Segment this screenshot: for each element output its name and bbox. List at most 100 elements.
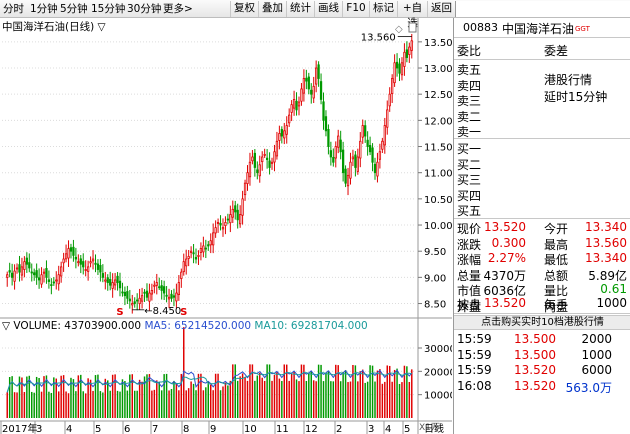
- stat-label: 最低: [544, 253, 569, 267]
- candle-body: [315, 67, 318, 85]
- stat-value: 5.89亿: [588, 268, 627, 283]
- mark-button[interactable]: 标记: [369, 1, 397, 17]
- stat-value: 0.300: [491, 235, 526, 250]
- price-tick-label: 10.00: [424, 221, 452, 232]
- delay-notice-line2: 延时15分钟: [544, 90, 608, 104]
- candle-body: [364, 125, 367, 137]
- volume-bar: [116, 390, 119, 418]
- volume-bar: [369, 365, 371, 418]
- candle-body: [280, 129, 283, 137]
- candle-body: [341, 149, 345, 174]
- tab-1min[interactable]: 1分钟: [30, 3, 58, 15]
- volume-bar: [141, 381, 143, 418]
- candle-body: [251, 156, 254, 162]
- candle-body: [368, 144, 372, 153]
- volume-bar: [214, 373, 217, 418]
- tab-more[interactable]: 更多>: [163, 3, 193, 15]
- toggle-panel-icon[interactable]: [408, 22, 417, 33]
- volume-bar: [109, 390, 111, 418]
- volume-bar: [187, 388, 190, 418]
- volume-bar: [126, 390, 129, 418]
- s-signal-mark[interactable]: S: [180, 307, 187, 318]
- buy-level-label: 买三: [457, 173, 482, 187]
- kline-chart[interactable]: 13.50 13.00 12.50 12.00 11.50 11.00 10.50 10.00…: [0, 18, 452, 434]
- s-signal-mark[interactable]: S: [116, 307, 123, 318]
- volume-bar: [195, 390, 197, 418]
- candle-body: [226, 218, 230, 221]
- volume-bar: [80, 374, 82, 418]
- stock-header: 00883 中国海洋石油 GGT: [454, 18, 630, 38]
- volume-bar: [114, 374, 116, 418]
- candle-body: [180, 271, 183, 279]
- adjust-button[interactable]: 复权: [230, 1, 258, 17]
- candle-body: [212, 232, 215, 246]
- candle-body: [307, 76, 310, 90]
- volume-bar: [236, 380, 239, 418]
- volume-bar: [354, 365, 357, 418]
- candle-body: [140, 295, 144, 302]
- statistics-button[interactable]: 统计: [286, 1, 314, 17]
- chart-title-toggle-icon[interactable]: ▽: [97, 21, 106, 33]
- tab-30min[interactable]: 30分钟: [127, 3, 162, 15]
- volume-bar: [411, 369, 413, 418]
- buy-level-label: 买一: [457, 142, 482, 156]
- volume-bar: [347, 382, 349, 418]
- tab-15min[interactable]: 15分钟: [91, 3, 126, 15]
- back-button[interactable]: 返回: [427, 1, 455, 17]
- candle-body: [295, 100, 298, 111]
- volume-bar: [178, 390, 180, 418]
- volume-bar: [312, 380, 315, 418]
- candle-body: [30, 271, 33, 274]
- candle-body: [275, 140, 279, 157]
- diamond-icon[interactable]: ◇: [395, 24, 403, 35]
- tab-intraday[interactable]: 分时: [3, 3, 24, 15]
- volume-bar: [403, 365, 406, 418]
- volume-bar: [315, 381, 317, 418]
- candle-body: [138, 297, 141, 304]
- volume-bar: [305, 380, 308, 418]
- candle-body: [82, 261, 85, 268]
- tab-5min[interactable]: 5分钟: [60, 3, 88, 15]
- volume-bar: [241, 373, 244, 418]
- volume-bar: [273, 374, 276, 418]
- volume-bar: [212, 390, 214, 418]
- candle-body: [13, 270, 16, 282]
- buy-realtime-button[interactable]: 点击购买实时10档港股行情: [454, 315, 630, 330]
- candle-body: [101, 273, 104, 278]
- volume-bar: [229, 380, 232, 418]
- candle-body: [118, 280, 122, 289]
- candle-body: [177, 282, 180, 296]
- candle-body: [248, 161, 252, 178]
- volume-toggle-icon[interactable]: ▽: [2, 320, 11, 332]
- volume-bar: [92, 390, 94, 418]
- candle-body: [344, 168, 347, 184]
- candle-body: [33, 272, 36, 276]
- f10-button[interactable]: F10: [342, 1, 369, 17]
- volume-bar: [379, 369, 381, 418]
- candle-body: [395, 61, 399, 69]
- candle-body: [145, 290, 149, 298]
- x-axis-label: 11: [276, 424, 289, 434]
- buy-level-label: 买四: [457, 188, 482, 203]
- stat-label: 外盘: [457, 299, 482, 314]
- volume-bar: [259, 372, 261, 418]
- candle-body: [128, 298, 131, 302]
- x-axis-label: 10: [244, 424, 257, 434]
- volume-bar: [391, 381, 393, 418]
- volume-bar: [251, 364, 254, 418]
- candle-body: [383, 125, 386, 146]
- volume-bar: [82, 391, 84, 418]
- volume-bar: [57, 391, 60, 418]
- draw-line-button[interactable]: 画线: [314, 1, 342, 17]
- volume-bar: [18, 376, 21, 418]
- candle-body: [189, 250, 193, 253]
- stat-label: 市值: [457, 284, 482, 298]
- add-watchlist-button[interactable]: +自选: [397, 1, 427, 29]
- candle-body: [167, 296, 171, 300]
- period-toolbar: 分时 1分钟 5分钟 15分钟 30分钟 更多> 复权 叠加 统计 画线 F10…: [0, 0, 630, 29]
- candle-body: [346, 174, 350, 187]
- max-price-label: 13.560: [361, 33, 396, 44]
- period-label[interactable]: 日线: [424, 422, 444, 434]
- volume-bar: [209, 384, 212, 418]
- overlay-button[interactable]: 叠加: [258, 1, 286, 17]
